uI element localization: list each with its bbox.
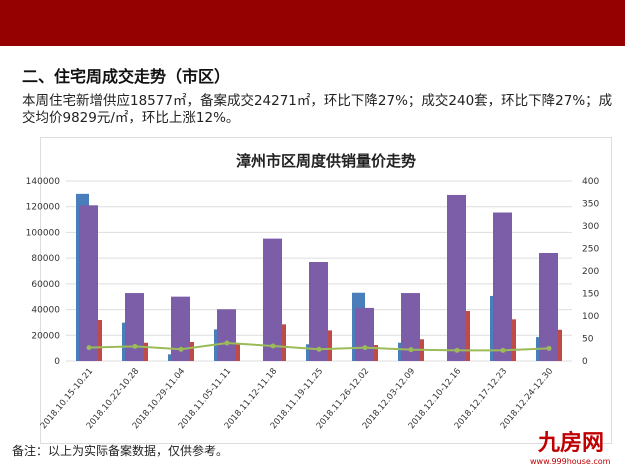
footnote: 备注：以上为实际备案数据，仅供参考。	[12, 444, 229, 458]
left-tick-label: 60000	[31, 280, 60, 290]
price-point	[86, 345, 92, 351]
bar-area	[98, 319, 102, 361]
bar-area	[328, 330, 332, 361]
chart-container: 漳州市区周度供销量价走势 0 20000 40000 60000 80000 100000…	[26, 137, 612, 444]
summary-text: 本周住宅新增供应18577㎡，备案成交24271㎡，环比下降27%；成交240套…	[22, 93, 613, 126]
right-tick-label: 350	[582, 200, 599, 210]
left-tick-label: 40000	[31, 306, 60, 316]
top-banner	[0, 0, 625, 46]
price-point	[454, 347, 460, 353]
bar-area	[374, 345, 378, 361]
left-tick-label: 80000	[31, 254, 60, 264]
price-point	[546, 345, 552, 351]
bar-area	[466, 310, 470, 361]
bar-area	[190, 341, 194, 361]
bar-units	[493, 212, 512, 361]
bar-units	[539, 253, 558, 361]
category-label: 2018.12.24-12.30	[499, 367, 556, 432]
bar-area	[512, 319, 516, 361]
left-tick-label: 120000	[26, 203, 61, 213]
bar-area	[236, 343, 240, 361]
bar-units	[309, 262, 328, 361]
chart-title: 漳州市区周度供销量价走势	[236, 152, 416, 170]
price-point	[500, 347, 506, 353]
chart-svg: 漳州市区周度供销量价走势 0 20000 40000 60000 80000 100000…	[26, 152, 600, 432]
right-tick-label: 50	[582, 335, 594, 345]
right-tick-label: 150	[582, 290, 599, 300]
bar-units	[401, 293, 420, 361]
bar-units	[263, 238, 282, 361]
bar-area	[282, 324, 286, 361]
section-heading: 二、住宅周成交走势（市区）	[22, 67, 231, 86]
price-point	[316, 346, 322, 352]
right-tick-label: 200	[582, 267, 599, 277]
right-tick-label: 400	[582, 177, 599, 187]
price-point	[270, 343, 276, 349]
left-tick-label: 20000	[31, 331, 60, 341]
watermark-logo: 九房网	[538, 431, 605, 456]
left-tick-label: 140000	[26, 177, 61, 187]
bar-area	[144, 342, 148, 361]
bar-units	[125, 293, 144, 361]
right-tick-label: 300	[582, 222, 599, 232]
bar-units	[171, 296, 190, 361]
right-tick-label: 250	[582, 245, 599, 255]
price-point	[408, 347, 414, 353]
left-tick-label: 100000	[26, 228, 61, 238]
bar-units	[355, 307, 374, 361]
price-point	[132, 343, 138, 349]
price-point	[224, 340, 230, 346]
bar-area	[558, 329, 562, 361]
right-tick-label: 0	[582, 357, 588, 367]
price-point	[178, 346, 184, 352]
bar-units	[447, 194, 466, 361]
bar-units	[79, 205, 98, 361]
price-point	[362, 345, 368, 351]
right-tick-label: 100	[582, 312, 599, 322]
left-tick-label: 0	[54, 357, 60, 367]
bar-units	[217, 309, 236, 361]
watermark-url: www.999house.com	[530, 457, 611, 466]
